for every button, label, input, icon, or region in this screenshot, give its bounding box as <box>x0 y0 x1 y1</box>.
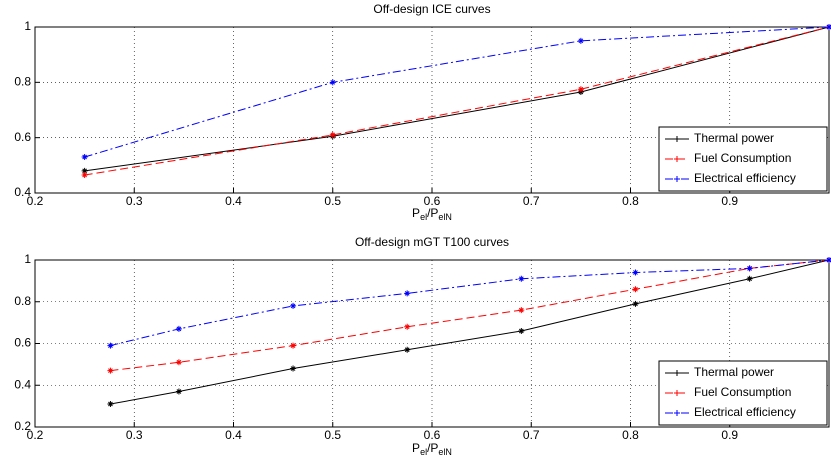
x-axis-label: Pel/PelN <box>412 441 452 457</box>
data-point <box>404 323 411 330</box>
legend-label: Electrical efficiency <box>694 171 796 185</box>
data-point <box>107 342 114 349</box>
x-axis-label-part: elN <box>438 212 452 222</box>
legend-box <box>658 360 828 426</box>
y-tick-label: 0.8 <box>14 75 31 89</box>
legend: Thermal power Fuel Consumption Electrical … <box>658 126 828 192</box>
legend-label: Thermal power <box>694 365 774 379</box>
y-tick-label: 0.4 <box>14 377 31 391</box>
x-tick-label: 0.4 <box>225 428 242 442</box>
x-tick-label: 0.3 <box>126 428 143 442</box>
x-tick-label: 0.5 <box>324 428 341 442</box>
data-point <box>632 269 639 276</box>
x-tick-label: 0.3 <box>126 194 143 208</box>
series-line <box>84 26 830 176</box>
x-axis-label-part: el <box>420 447 427 457</box>
axes-frame <box>34 26 830 194</box>
y-tick-label: 0.6 <box>14 130 31 144</box>
x-tick-label: 0.8 <box>622 428 639 442</box>
data-point <box>518 327 525 334</box>
x-tick-label: 0.8 <box>622 194 639 208</box>
data-point <box>81 167 88 174</box>
data-point <box>329 79 336 86</box>
legend-marker <box>674 156 680 162</box>
x-tick-label: 0.2 <box>27 194 44 208</box>
legend-marker <box>674 370 680 376</box>
data-point <box>107 401 114 408</box>
x-tick-label: 0.4 <box>225 194 242 208</box>
data-point <box>175 325 182 332</box>
x-axis-label: Pel/PelN <box>412 206 452 222</box>
legend-label: Thermal power <box>694 131 774 145</box>
x-axis-label-part: elN <box>438 447 452 457</box>
data-point <box>290 302 297 309</box>
x-tick-label: 0.7 <box>523 428 540 442</box>
legend-label: Fuel Consumption <box>694 151 791 165</box>
x-tick-label: 0.6 <box>424 194 441 208</box>
data-point <box>577 37 584 44</box>
x-tick-label: 0.5 <box>324 194 341 208</box>
data-point <box>746 265 753 272</box>
data-point <box>329 131 336 138</box>
data-point <box>826 257 831 263</box>
legend-marker <box>674 390 680 396</box>
x-axis-label-part: el <box>420 212 427 222</box>
x-axis-label-part: /P <box>427 206 438 220</box>
x-tick-label: 0.6 <box>424 428 441 442</box>
series-line <box>84 26 830 172</box>
chart-title: Off-design ICE curves <box>373 2 490 16</box>
data-point <box>826 24 831 30</box>
data-point <box>175 359 182 366</box>
data-point <box>290 365 297 372</box>
y-tick-label: 0.2 <box>14 419 31 433</box>
data-point <box>577 86 584 93</box>
subplot: Off-design ICE curves 0.2 0.3 0.4 0.5 0.6 0.7 0… <box>14 2 831 222</box>
chart-title: Off-design mGT T100 curves <box>355 235 509 249</box>
legend-marker <box>674 176 680 182</box>
legend-label: Electrical efficiency <box>694 405 796 419</box>
y-tick-label: 0.4 <box>14 185 31 199</box>
series-line <box>84 26 830 158</box>
subplot: Off-design mGT T100 curves 0.2 0.3 0.4 0.5 0.… <box>14 235 831 457</box>
data-point <box>632 286 639 293</box>
data-point <box>518 307 525 314</box>
series-line <box>110 259 830 405</box>
y-tick-label: 1 <box>24 19 31 33</box>
x-axis-label-part: /P <box>427 441 438 455</box>
y-tick-label: 0.6 <box>14 336 31 350</box>
series-line <box>110 259 830 372</box>
data-point <box>81 172 88 179</box>
x-tick-label: 0.7 <box>523 194 540 208</box>
x-tick-label: 0.9 <box>721 428 738 442</box>
x-axis-label-part: P <box>412 441 420 455</box>
data-point <box>632 300 639 307</box>
legend-label: Fuel Consumption <box>694 385 791 399</box>
data-point <box>107 367 114 374</box>
legend-box <box>658 126 828 192</box>
data-point <box>518 275 525 282</box>
data-point <box>746 275 753 282</box>
data-point <box>175 388 182 395</box>
x-tick-label: 0.2 <box>27 428 44 442</box>
data-point <box>404 346 411 353</box>
legend-marker <box>674 410 680 416</box>
legend-marker <box>674 136 680 142</box>
y-tick-label: 1 <box>24 252 31 266</box>
axes-frame <box>34 259 830 428</box>
y-tick-label: 0.8 <box>14 294 31 308</box>
x-axis-label-part: P <box>412 206 420 220</box>
data-point <box>404 290 411 297</box>
data-point <box>290 342 297 349</box>
legend: Thermal power Fuel Consumption Electrical … <box>658 360 828 426</box>
x-tick-label: 0.9 <box>721 194 738 208</box>
series-line <box>110 259 830 347</box>
data-point <box>81 154 88 161</box>
